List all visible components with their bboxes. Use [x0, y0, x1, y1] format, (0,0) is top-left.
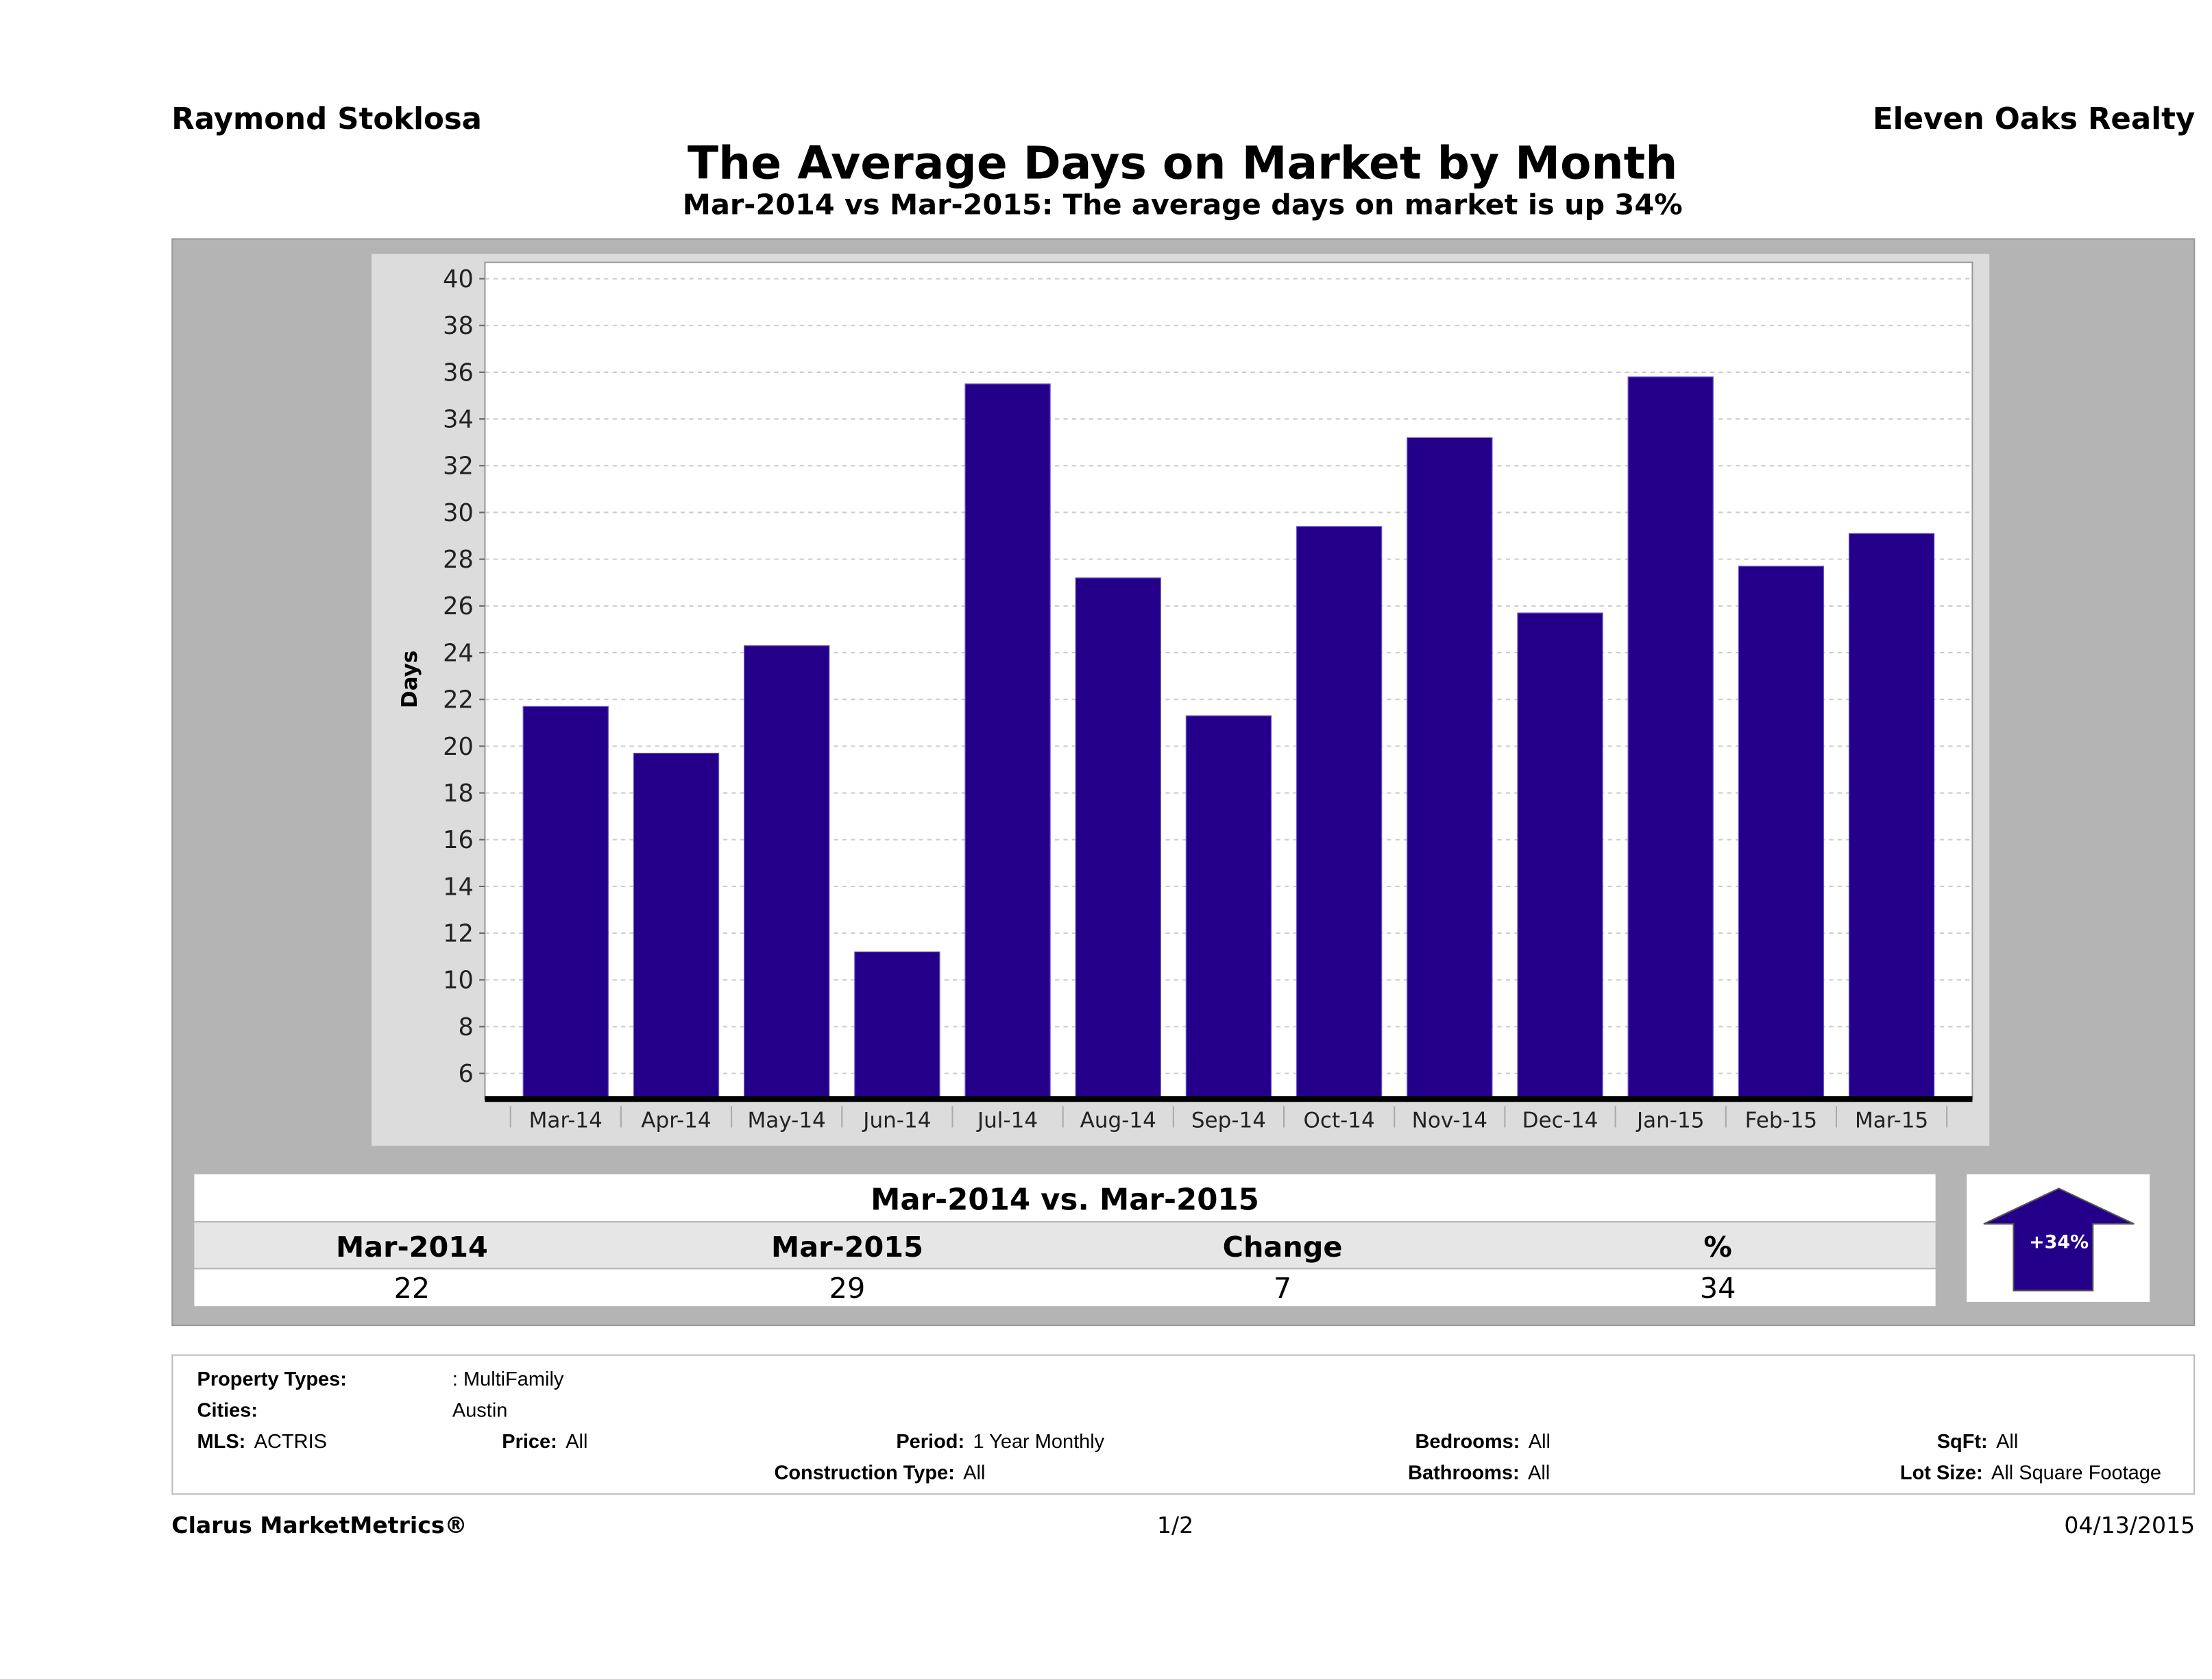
y-tick-label: 32 [443, 452, 474, 481]
y-tick-label: 34 [443, 406, 474, 434]
bar-may-14 [743, 645, 830, 1100]
page-title: The Average Days on Market by Month [687, 136, 1678, 191]
value-end: 29 [829, 1270, 866, 1305]
sqft-label: SqFt: [1936, 1429, 1988, 1453]
x-tick-label: Dec-14 [1522, 1109, 1599, 1133]
lot-size-filter: Lot Size: All Square Footage [1900, 1461, 2161, 1484]
y-tick-label: 26 [443, 592, 474, 620]
price-label: Price: [502, 1429, 557, 1453]
lot-size-value: All Square Footage [1991, 1460, 2161, 1484]
x-tick-label: Oct-14 [1303, 1109, 1374, 1133]
bar-mar-15 [1848, 533, 1935, 1100]
up-arrow-icon: +34% [1983, 1187, 2135, 1292]
mls-filter: MLS: ACTRIS [197, 1429, 327, 1452]
period-filter: Period: 1 Year Monthly [896, 1429, 1104, 1452]
y-tick-label: 12 [443, 920, 474, 948]
y-tick-label: 8 [459, 1013, 474, 1041]
bathrooms-filter: Bathrooms: All [1408, 1461, 1550, 1484]
bar-jun-14 [854, 951, 940, 1100]
cities-filter: Cities: Austin [197, 1399, 508, 1421]
x-tick-label: May-14 [748, 1109, 826, 1133]
bar-sep-14 [1185, 715, 1272, 1100]
property-types-value: : MultiFamily [452, 1367, 564, 1390]
x-tick-label: Sep-14 [1191, 1109, 1266, 1133]
bathrooms-value: All [1528, 1460, 1551, 1484]
mls-value: ACTRIS [254, 1429, 327, 1453]
footer-brand: Clarus MarketMetrics® [171, 1512, 467, 1539]
bar-apr-14 [633, 752, 720, 1100]
lot-size-label: Lot Size: [1899, 1460, 1983, 1484]
construction-label: Construction Type: [774, 1460, 955, 1484]
bedrooms-value: All [1528, 1429, 1551, 1453]
header-change: Change [1222, 1229, 1343, 1264]
construction-value: All [963, 1460, 986, 1484]
bedrooms-filter: Bedrooms: All [1415, 1429, 1550, 1452]
y-tick-label: 14 [443, 873, 474, 901]
comparison-header-row: Mar-2014 Mar-2015 Change % [194, 1222, 1936, 1268]
value-change: 7 [1273, 1270, 1292, 1305]
y-axis-label: Days [398, 651, 422, 708]
construction-filter: Construction Type: All [774, 1461, 985, 1484]
x-tick-label: Jul-14 [976, 1109, 1038, 1133]
y-tick-label: 6 [459, 1060, 474, 1088]
report-date: 04/13/2015 [2064, 1512, 2196, 1539]
bedrooms-label: Bedrooms: [1415, 1429, 1520, 1453]
period-value: 1 Year Monthly [973, 1429, 1105, 1453]
bar-nov-14 [1407, 437, 1493, 1100]
bar-oct-14 [1296, 526, 1383, 1100]
price-value: All [566, 1429, 588, 1453]
header-percent: % [1703, 1229, 1732, 1264]
header-end: Mar-2015 [771, 1229, 923, 1264]
bathrooms-label: Bathrooms: [1408, 1460, 1520, 1484]
bar-dec-14 [1517, 612, 1603, 1100]
x-tick-label: Jan-15 [1636, 1109, 1704, 1133]
mls-label: MLS: [197, 1429, 246, 1453]
bar-chart: 6 8 10 12 14 16 18 20 22 24 26 28 30 32 34 36 38 40 Mar-1… [398, 261, 1973, 1133]
y-tick-label: 36 [443, 359, 474, 387]
x-tick-label: Mar-14 [529, 1109, 603, 1133]
value-start: 22 [393, 1270, 430, 1305]
x-tick-label: Nov-14 [1412, 1109, 1487, 1133]
x-tick-label: Apr-14 [641, 1109, 711, 1133]
change-badge: +34% [1967, 1174, 2150, 1302]
header-start: Mar-2014 [335, 1229, 488, 1264]
y-tick-label: 22 [443, 686, 474, 714]
sqft-filter: SqFt: All [1937, 1429, 2019, 1452]
page-number: 1/2 [1156, 1512, 1194, 1539]
cities-value: Austin [452, 1398, 508, 1421]
y-tick-label: 16 [443, 826, 474, 854]
cities-label: Cities: [197, 1398, 258, 1421]
bar-aug-14 [1075, 577, 1161, 1100]
y-tick-label: 30 [443, 499, 474, 527]
y-tick-label: 20 [443, 733, 474, 761]
property-types-filter: Property Types: : MultiFamily [197, 1367, 564, 1390]
bar-jul-14 [964, 383, 1051, 1100]
value-percent: 34 [1699, 1270, 1736, 1305]
bar-feb-15 [1738, 566, 1825, 1100]
period-label: Period: [896, 1429, 965, 1453]
filter-info: Property Types: : MultiFamily Cities: Au… [171, 1354, 2196, 1495]
comparison-title: Mar-2014 vs. Mar-2015 [194, 1174, 1936, 1222]
bar-jan-15 [1627, 376, 1714, 1100]
y-tick-label: 18 [443, 780, 474, 808]
change-badge-label: +34% [2029, 1231, 2089, 1253]
comparison-values-row: 22 29 7 34 [194, 1269, 1936, 1307]
property-types-label: Property Types: [197, 1367, 347, 1390]
bar-mar-14 [522, 705, 609, 1100]
x-tick-label: Aug-14 [1080, 1109, 1156, 1133]
y-tick-label: 24 [443, 639, 474, 667]
agent-name: Raymond Stoklosa [171, 101, 483, 136]
company-name: Eleven Oaks Realty [1873, 101, 2196, 136]
x-tick-label: Feb-15 [1745, 1109, 1818, 1133]
sqft-value: All [1996, 1429, 2019, 1453]
page-subtitle: Mar-2014 vs Mar-2015: The average days o… [682, 187, 1683, 221]
x-tick-label: Mar-15 [1855, 1109, 1928, 1133]
y-tick-label: 10 [443, 967, 474, 995]
y-tick-label: 28 [443, 546, 474, 574]
x-tick-label: Jun-14 [862, 1109, 931, 1133]
price-filter: Price: All [502, 1429, 587, 1452]
y-tick-label: 40 [443, 265, 474, 293]
y-tick-label: 38 [443, 312, 474, 340]
